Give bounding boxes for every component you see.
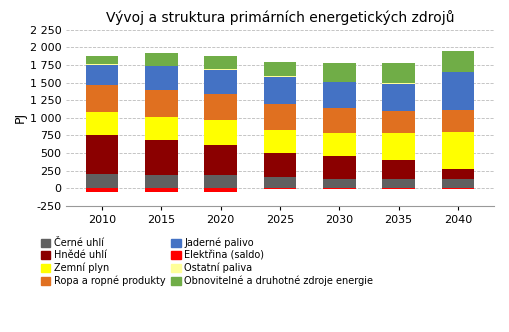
- Bar: [264, 130, 296, 153]
- Bar: [204, 69, 237, 70]
- Bar: [145, 175, 178, 188]
- Bar: [382, 179, 415, 188]
- Bar: [382, 83, 415, 84]
- Bar: [86, 56, 118, 64]
- Bar: [145, 90, 178, 117]
- Bar: [264, 77, 296, 104]
- Bar: [382, 160, 415, 179]
- Bar: [323, 188, 356, 189]
- Bar: [442, 188, 474, 189]
- Bar: [442, 169, 474, 179]
- Bar: [145, 117, 178, 140]
- Bar: [382, 111, 415, 133]
- Bar: [382, 133, 415, 160]
- Bar: [145, 188, 178, 193]
- Bar: [442, 72, 474, 110]
- Bar: [264, 153, 296, 177]
- Bar: [323, 63, 356, 82]
- Bar: [145, 53, 178, 66]
- Bar: [204, 70, 237, 94]
- Bar: [264, 76, 296, 77]
- Bar: [382, 63, 415, 83]
- Bar: [323, 156, 356, 179]
- Bar: [204, 120, 237, 145]
- Bar: [204, 175, 237, 188]
- Bar: [204, 56, 237, 69]
- Bar: [442, 51, 474, 72]
- Bar: [442, 131, 474, 169]
- Bar: [442, 110, 474, 131]
- Bar: [86, 174, 118, 188]
- Bar: [264, 104, 296, 130]
- Bar: [86, 85, 118, 112]
- Bar: [264, 62, 296, 76]
- Bar: [86, 64, 118, 65]
- Bar: [323, 133, 356, 156]
- Bar: [382, 84, 415, 111]
- Bar: [323, 108, 356, 133]
- Bar: [442, 179, 474, 188]
- Bar: [86, 135, 118, 174]
- Bar: [204, 145, 237, 175]
- Bar: [86, 65, 118, 85]
- Bar: [145, 140, 178, 175]
- Bar: [323, 179, 356, 188]
- Bar: [323, 82, 356, 108]
- Bar: [204, 94, 237, 120]
- Bar: [145, 66, 178, 90]
- Bar: [264, 177, 296, 188]
- Bar: [86, 112, 118, 135]
- Legend: Černé uhlí, Hnědé uhlí, Zemní plyn, Ropa a ropné produkty, Jaderné palivo, Elekt: Černé uhlí, Hnědé uhlí, Zemní plyn, Ropa…: [37, 234, 377, 290]
- Bar: [204, 188, 237, 192]
- Y-axis label: PJ: PJ: [14, 112, 27, 124]
- Bar: [86, 188, 118, 192]
- Title: Vývoj a struktura primárních energetických zdrojů: Vývoj a struktura primárních energetický…: [106, 10, 454, 25]
- Bar: [264, 188, 296, 189]
- Bar: [382, 188, 415, 189]
